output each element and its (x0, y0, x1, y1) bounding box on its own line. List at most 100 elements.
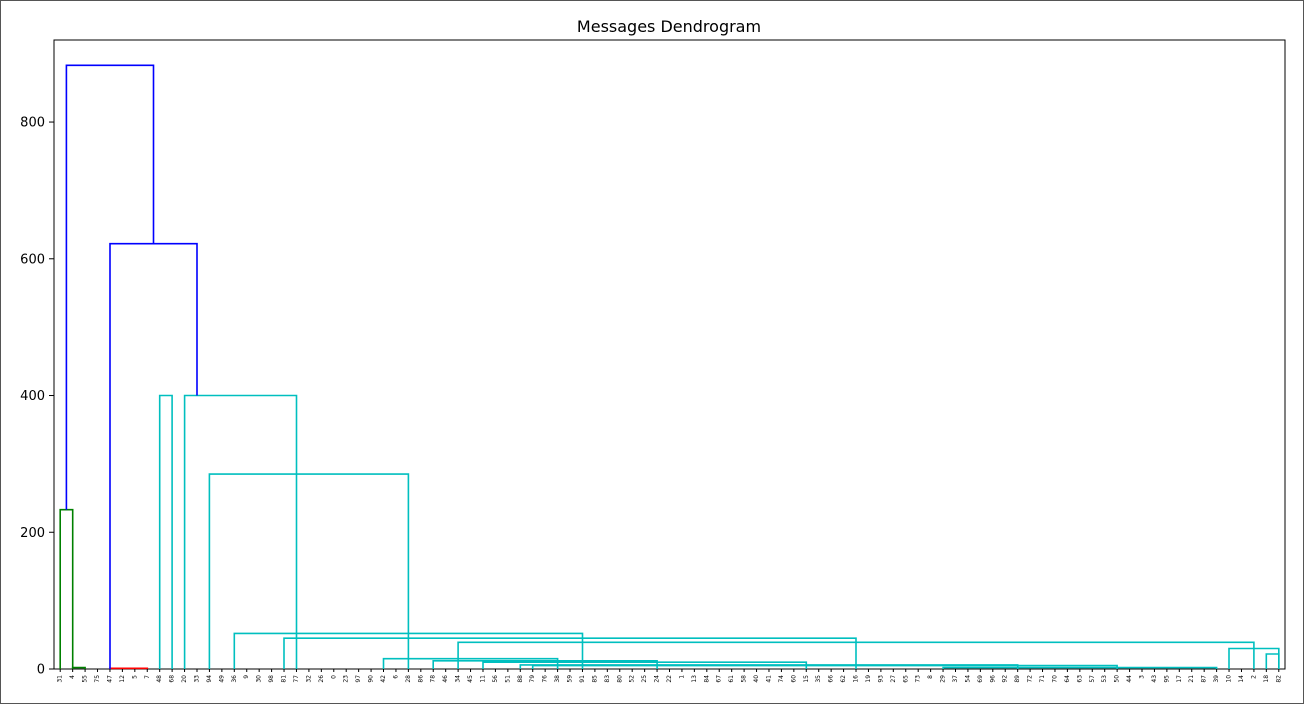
leaf-label: 83 (604, 675, 611, 683)
leaf-label: 4 (69, 675, 76, 679)
dendrogram-link-9 (382, 657, 559, 669)
y-axis: 0 200 400 600 800 (20, 116, 54, 678)
leaf-label: 51 (504, 675, 511, 683)
leaf-label: 8 (927, 675, 934, 679)
leaf-label: 31 (57, 675, 64, 683)
leaf-label: 56 (492, 675, 499, 683)
leaf-label: 74 (778, 675, 785, 683)
leaf-label: 3 (1139, 675, 1146, 679)
leaf-label: 34 (455, 675, 462, 683)
dendrogram-link-1 (71, 666, 86, 669)
leaf-label: 12 (119, 675, 126, 683)
leaf-label: 93 (877, 675, 884, 683)
leaf-label: 77 (293, 675, 300, 683)
dendrogram-link-3 (158, 394, 173, 669)
leaf-label: 88 (517, 675, 524, 683)
leaf-label: 32 (305, 675, 312, 683)
leaf-label: 25 (641, 675, 648, 683)
leaf-label: 80 (616, 675, 623, 683)
leaf-label: 85 (591, 675, 598, 683)
leaf-label: 38 (554, 675, 561, 683)
leaf-label: 96 (989, 675, 996, 683)
leaf-label: 19 (865, 675, 872, 683)
leaf-label: 7 (144, 675, 151, 679)
leaf-label: 68 (169, 675, 176, 683)
y-tick-label: 400 (20, 389, 45, 404)
leaf-label: 52 (629, 675, 636, 683)
leaf-label: 66 (828, 675, 835, 683)
leaf-label: 78 (430, 675, 437, 683)
leaf-label: 61 (728, 675, 735, 683)
x-axis: 31 4 55 75 47 12 5 7 48 68 20 33 94 49 36 9 30 98 81 77 32 26… (57, 669, 1282, 683)
leaf-label: 62 (840, 675, 847, 683)
dendrogram-link-14 (942, 666, 1218, 669)
leaf-label: 76 (542, 675, 549, 683)
leaf-label: 22 (666, 675, 673, 683)
leaf-label: 43 (1151, 675, 1158, 683)
y-tick-label: 200 (20, 526, 45, 541)
chart-title: Messages Dendrogram (577, 17, 761, 36)
leaf-label: 63 (1076, 675, 1083, 683)
leaf-label: 17 (1176, 675, 1183, 683)
leaf-label: 39 (1213, 675, 1220, 683)
leaf-label: 86 (417, 675, 424, 683)
leaf-label: 79 (529, 675, 536, 683)
leaf-label: 36 (231, 675, 238, 683)
leaf-label: 14 (1238, 675, 1245, 683)
leaf-label: 10 (1226, 675, 1233, 683)
leaf-label: 97 (355, 675, 362, 683)
leaf-label: 89 (1014, 675, 1021, 683)
leaf-label: 2 (1250, 675, 1257, 679)
leaf-label: 5 (131, 675, 138, 679)
leaf-label: 28 (405, 675, 412, 683)
leaf-label: 9 (243, 675, 250, 679)
leaf-label: 6 (392, 675, 399, 679)
leaf-label: 55 (82, 675, 89, 683)
leaf-label: 49 (218, 675, 225, 683)
dendrogram-link-7 (283, 637, 857, 669)
dendrogram-link-4 (183, 394, 298, 669)
leaf-label: 37 (952, 675, 959, 683)
dendrogram-link-0 (59, 508, 74, 669)
leaf-label: 45 (467, 675, 474, 683)
leaf-label: 29 (940, 675, 947, 683)
leaf-label: 71 (1039, 675, 1046, 683)
leaf-label: 0 (330, 675, 337, 679)
dendrogram-link-16 (1265, 653, 1280, 669)
dendrogram-link-5 (208, 473, 410, 669)
dendrogram-link-8 (457, 641, 1255, 669)
leaf-label: 40 (753, 675, 760, 683)
leaf-label: 27 (890, 675, 897, 683)
leaf-label: 44 (1126, 675, 1133, 683)
leaf-label: 20 (181, 675, 188, 683)
leaf-label: 26 (318, 675, 325, 683)
leaf-label: 60 (790, 675, 797, 683)
leaf-label: 30 (256, 675, 263, 683)
leaf-label: 73 (915, 675, 922, 683)
leaf-label: 94 (206, 675, 213, 683)
y-tick-label: 600 (20, 252, 45, 267)
leaf-label: 98 (268, 675, 275, 683)
leaf-label: 92 (1002, 675, 1009, 683)
leaf-label: 33 (194, 675, 201, 683)
leaf-label: 81 (281, 675, 288, 683)
leaf-label: 57 (1089, 675, 1096, 683)
leaf-label: 13 (691, 675, 698, 683)
leaf-label: 1 (678, 675, 685, 679)
leaf-label: 50 (1114, 675, 1121, 683)
leaf-label: 48 (156, 675, 163, 683)
leaf-label: 59 (567, 675, 574, 683)
leaf-label: 23 (343, 675, 350, 683)
plot-area (53, 39, 1286, 670)
dendrogram-links (59, 64, 1280, 670)
leaf-label: 91 (579, 675, 586, 683)
leaf-label: 84 (703, 675, 710, 683)
leaf-label: 35 (815, 675, 822, 683)
leaf-label: 69 (977, 675, 984, 683)
leaf-label: 21 (1188, 675, 1195, 683)
dendrogram-link-6 (233, 632, 584, 669)
leaf-label: 82 (1275, 675, 1282, 683)
dendrogram-link-18 (65, 64, 155, 510)
